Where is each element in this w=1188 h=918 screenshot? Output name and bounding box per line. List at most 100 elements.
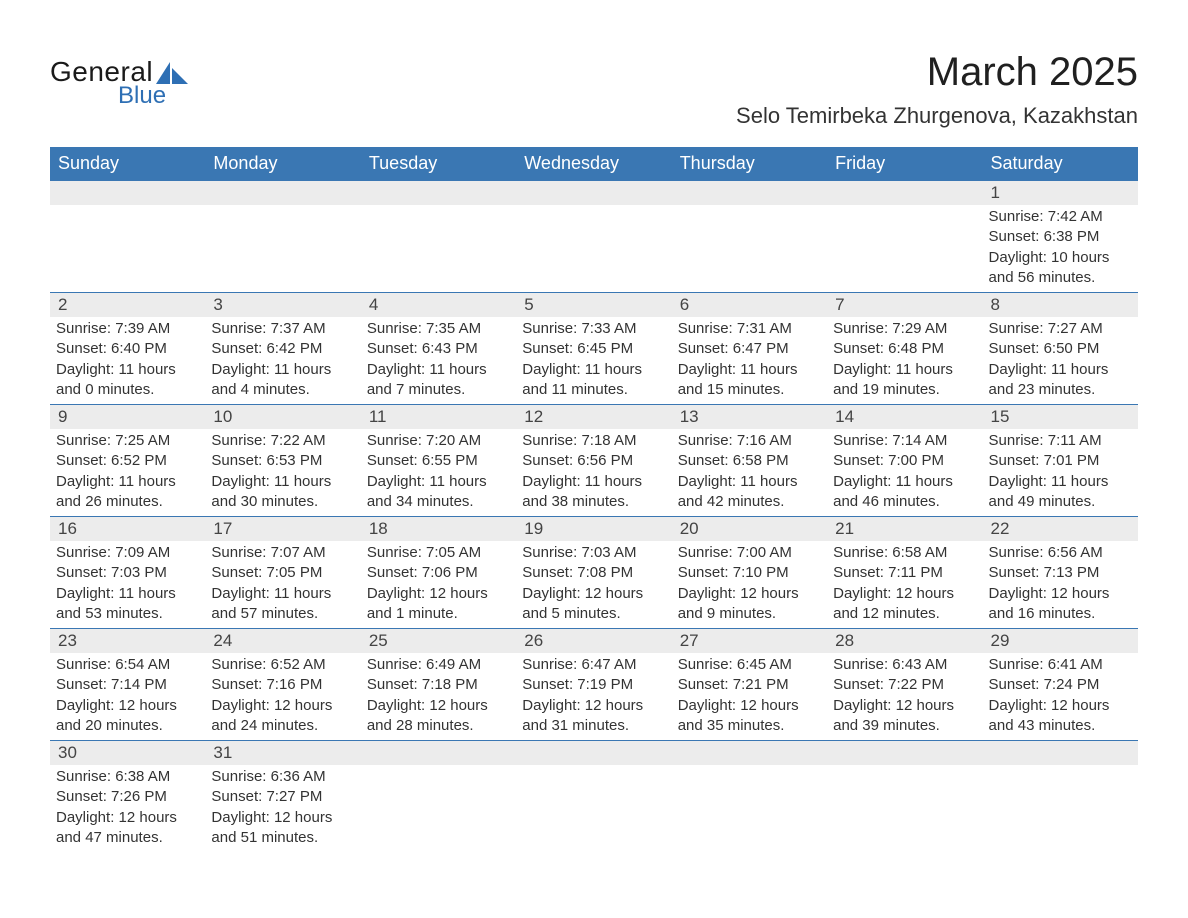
day-detail-line: and 4 minutes.: [211, 380, 352, 400]
day-detail-cell: [672, 205, 827, 293]
day-detail-line: and 39 minutes.: [833, 716, 974, 736]
day-detail-cell: Sunrise: 7:05 AMSunset: 7:06 PMDaylight:…: [361, 541, 516, 629]
day-detail-line: Daylight: 12 hours: [989, 584, 1130, 604]
day-number-cell: 14: [827, 405, 982, 430]
day-detail-cell: [361, 765, 516, 852]
day-detail-line: Sunset: 7:10 PM: [678, 563, 819, 583]
day-number-cell: 31: [205, 741, 360, 766]
day-detail-line: Sunrise: 6:56 AM: [989, 543, 1130, 563]
day-detail-line: Sunrise: 6:49 AM: [367, 655, 508, 675]
day-detail-line: Sunrise: 6:47 AM: [522, 655, 663, 675]
day-detail-line: Sunset: 7:08 PM: [522, 563, 663, 583]
day-detail-cell: [672, 765, 827, 852]
day-detail-line: and 7 minutes.: [367, 380, 508, 400]
day-detail-line: Sunset: 7:27 PM: [211, 787, 352, 807]
day-detail-line: Sunset: 7:05 PM: [211, 563, 352, 583]
day-detail-cell: Sunrise: 7:39 AMSunset: 6:40 PMDaylight:…: [50, 317, 205, 405]
day-detail-line: and 26 minutes.: [56, 492, 197, 512]
calendar-table: Sunday Monday Tuesday Wednesday Thursday…: [50, 147, 1138, 852]
day-detail-cell: Sunrise: 7:11 AMSunset: 7:01 PMDaylight:…: [983, 429, 1138, 517]
weekday-header: Friday: [827, 147, 982, 181]
day-detail-line: Daylight: 12 hours: [367, 584, 508, 604]
day-detail-line: Sunset: 7:24 PM: [989, 675, 1130, 695]
day-number-cell: [361, 181, 516, 206]
day-detail-line: Sunset: 7:19 PM: [522, 675, 663, 695]
day-detail-cell: Sunrise: 7:35 AMSunset: 6:43 PMDaylight:…: [361, 317, 516, 405]
day-detail-cell: Sunrise: 6:41 AMSunset: 7:24 PMDaylight:…: [983, 653, 1138, 741]
weekday-header: Saturday: [983, 147, 1138, 181]
day-detail-line: Sunset: 7:26 PM: [56, 787, 197, 807]
day-detail-line: Sunset: 6:53 PM: [211, 451, 352, 471]
day-detail-line: Sunrise: 6:36 AM: [211, 767, 352, 787]
day-detail-line: Sunrise: 6:52 AM: [211, 655, 352, 675]
day-detail-row: Sunrise: 6:38 AMSunset: 7:26 PMDaylight:…: [50, 765, 1138, 852]
day-number-cell: 15: [983, 405, 1138, 430]
day-detail-line: and 12 minutes.: [833, 604, 974, 624]
day-detail-line: and 5 minutes.: [522, 604, 663, 624]
day-detail-line: and 43 minutes.: [989, 716, 1130, 736]
day-detail-line: Sunrise: 7:11 AM: [989, 431, 1130, 451]
day-detail-line: Sunrise: 7:39 AM: [56, 319, 197, 339]
day-detail-line: Sunset: 6:45 PM: [522, 339, 663, 359]
day-detail-line: Sunrise: 7:42 AM: [989, 207, 1130, 227]
day-detail-line: Sunrise: 6:41 AM: [989, 655, 1130, 675]
day-detail-line: Daylight: 11 hours: [211, 584, 352, 604]
day-detail-cell: [516, 205, 671, 293]
day-detail-line: Daylight: 12 hours: [522, 696, 663, 716]
day-number-cell: 5: [516, 293, 671, 318]
day-detail-cell: Sunrise: 7:22 AMSunset: 6:53 PMDaylight:…: [205, 429, 360, 517]
day-number-cell: [205, 181, 360, 206]
day-detail-cell: [361, 205, 516, 293]
day-detail-line: Sunset: 7:01 PM: [989, 451, 1130, 471]
day-detail-cell: [827, 205, 982, 293]
day-detail-cell: [205, 205, 360, 293]
day-detail-line: Daylight: 12 hours: [367, 696, 508, 716]
day-detail-row: Sunrise: 7:25 AMSunset: 6:52 PMDaylight:…: [50, 429, 1138, 517]
day-detail-line: Sunrise: 7:22 AM: [211, 431, 352, 451]
day-detail-line: Daylight: 11 hours: [989, 360, 1130, 380]
day-detail-line: Sunrise: 6:43 AM: [833, 655, 974, 675]
day-number-cell: 6: [672, 293, 827, 318]
day-number-cell: 27: [672, 629, 827, 654]
day-detail-cell: Sunrise: 7:33 AMSunset: 6:45 PMDaylight:…: [516, 317, 671, 405]
day-number-cell: 20: [672, 517, 827, 542]
day-detail-cell: Sunrise: 7:18 AMSunset: 6:56 PMDaylight:…: [516, 429, 671, 517]
day-detail-line: Daylight: 11 hours: [833, 472, 974, 492]
day-detail-line: Sunrise: 7:31 AM: [678, 319, 819, 339]
day-detail-cell: Sunrise: 7:25 AMSunset: 6:52 PMDaylight:…: [50, 429, 205, 517]
day-detail-cell: Sunrise: 7:14 AMSunset: 7:00 PMDaylight:…: [827, 429, 982, 517]
day-number-row: 3031: [50, 741, 1138, 766]
day-number-row: 23242526272829: [50, 629, 1138, 654]
day-detail-line: Daylight: 11 hours: [56, 584, 197, 604]
day-detail-line: Daylight: 12 hours: [678, 584, 819, 604]
day-number-cell: 23: [50, 629, 205, 654]
day-detail-cell: Sunrise: 7:00 AMSunset: 7:10 PMDaylight:…: [672, 541, 827, 629]
day-detail-cell: Sunrise: 6:38 AMSunset: 7:26 PMDaylight:…: [50, 765, 205, 852]
day-detail-cell: Sunrise: 6:45 AMSunset: 7:21 PMDaylight:…: [672, 653, 827, 741]
day-detail-line: Daylight: 11 hours: [211, 472, 352, 492]
day-detail-line: Sunset: 7:11 PM: [833, 563, 974, 583]
day-detail-line: Sunset: 7:14 PM: [56, 675, 197, 695]
day-detail-line: Daylight: 11 hours: [211, 360, 352, 380]
day-detail-cell: Sunrise: 7:29 AMSunset: 6:48 PMDaylight:…: [827, 317, 982, 405]
day-detail-line: Sunrise: 7:20 AM: [367, 431, 508, 451]
weekday-header-row: Sunday Monday Tuesday Wednesday Thursday…: [50, 147, 1138, 181]
day-number-cell: 10: [205, 405, 360, 430]
day-detail-line: and 46 minutes.: [833, 492, 974, 512]
day-number-cell: 16: [50, 517, 205, 542]
day-number-cell: [516, 741, 671, 766]
day-detail-line: Sunset: 6:40 PM: [56, 339, 197, 359]
day-number-cell: 19: [516, 517, 671, 542]
day-number-cell: 7: [827, 293, 982, 318]
day-detail-cell: Sunrise: 6:36 AMSunset: 7:27 PMDaylight:…: [205, 765, 360, 852]
weekday-header: Thursday: [672, 147, 827, 181]
day-detail-line: Sunset: 6:48 PM: [833, 339, 974, 359]
day-detail-line: Daylight: 12 hours: [522, 584, 663, 604]
day-detail-line: Sunrise: 6:54 AM: [56, 655, 197, 675]
day-detail-line: Daylight: 12 hours: [678, 696, 819, 716]
day-number-cell: 12: [516, 405, 671, 430]
day-detail-row: Sunrise: 7:42 AMSunset: 6:38 PMDaylight:…: [50, 205, 1138, 293]
day-detail-cell: Sunrise: 7:31 AMSunset: 6:47 PMDaylight:…: [672, 317, 827, 405]
day-number-row: 2345678: [50, 293, 1138, 318]
day-detail-line: Sunrise: 7:27 AM: [989, 319, 1130, 339]
